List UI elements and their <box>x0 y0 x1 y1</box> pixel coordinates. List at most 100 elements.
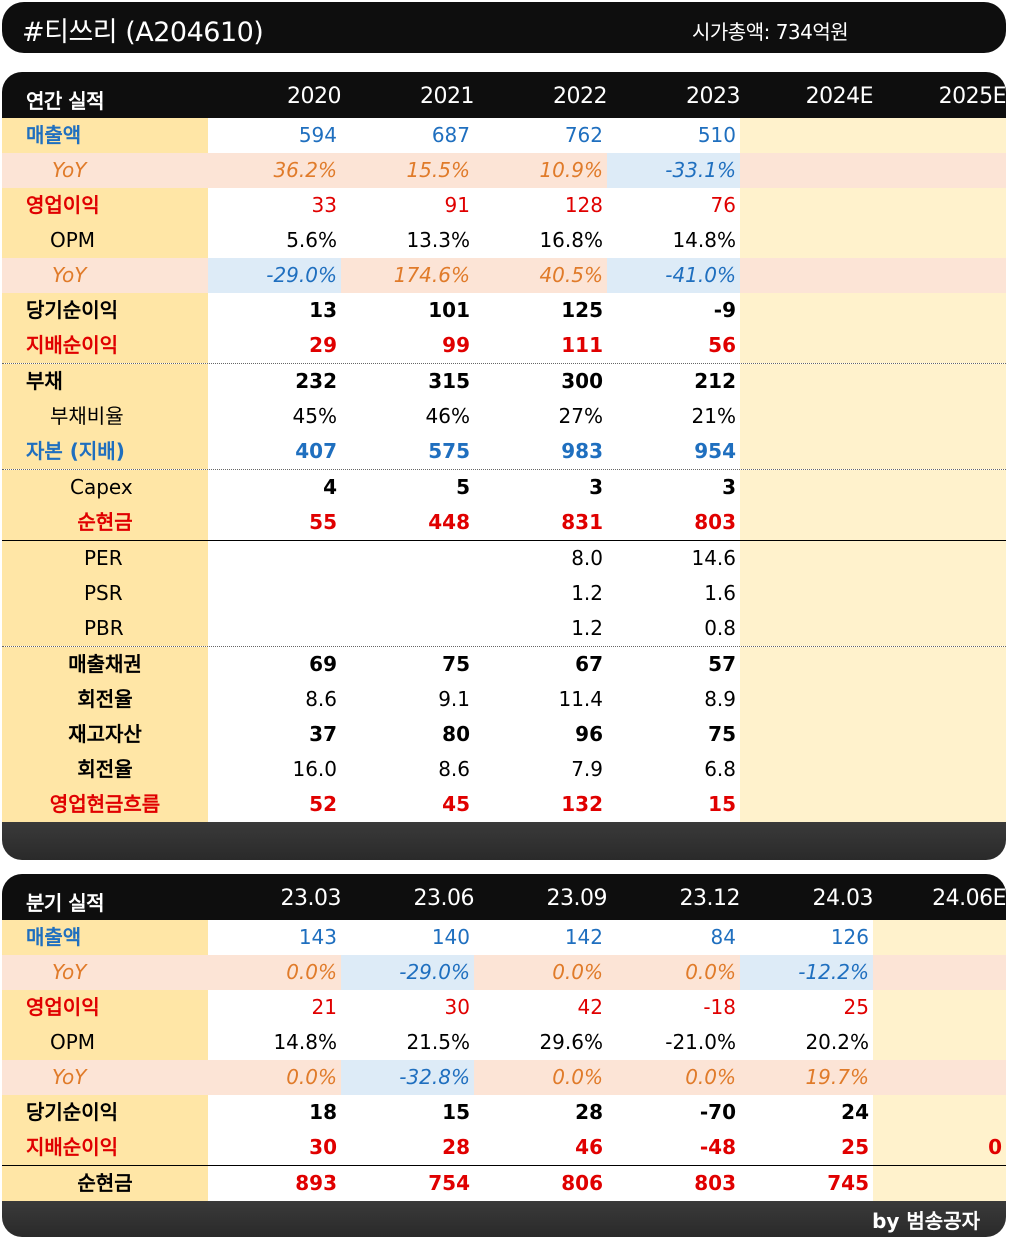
table-cell: 687 <box>431 123 470 147</box>
row-label: 영업이익 <box>2 188 208 223</box>
table-row: 회전율 8.6 9.1 11.4 8.9 <box>2 682 1006 717</box>
table-cell: 11.4 <box>558 687 603 711</box>
table-cell <box>873 505 1006 540</box>
table-cell: 27% <box>558 404 603 428</box>
table-cell: -33.1% <box>607 153 740 188</box>
table-cell <box>873 364 1006 399</box>
table-cell: 111 <box>561 333 603 357</box>
table-cell: 831 <box>561 510 603 534</box>
table-row: 당기순이익 13 101 125 -9 <box>2 293 1006 328</box>
table-cell <box>740 223 873 258</box>
table-cell: 15 <box>708 792 736 816</box>
table-cell <box>873 223 1006 258</box>
table-cell: 140 <box>431 925 470 949</box>
table-cell <box>740 682 873 717</box>
table-cell <box>740 717 873 752</box>
table-cell <box>740 328 873 363</box>
table-row: 영업이익 33 91 128 76 <box>2 188 1006 223</box>
table-cell: -12.2% <box>740 955 873 990</box>
quarterly-header: 분기 실적 23.03 23.06 23.09 23.12 24.03 24.0… <box>2 874 1007 920</box>
table-cell <box>873 611 1006 646</box>
row-label: 부채비율 <box>2 399 208 434</box>
table-row: 회전율 16.0 8.6 7.9 6.8 <box>2 752 1006 787</box>
table-cell: 0.0% <box>208 955 341 990</box>
table-row: YoY 0.0% -29.0% 0.0% 0.0% -12.2% <box>2 955 1006 990</box>
table-cell <box>873 434 1006 469</box>
table-cell: -21.0% <box>665 1030 736 1054</box>
quarterly-col-header: 23.06 <box>413 886 475 911</box>
table-cell: -70 <box>699 1100 736 1124</box>
table-cell: 18 <box>309 1100 337 1124</box>
quarterly-col-header: 23.12 <box>679 886 741 911</box>
table-cell <box>341 611 474 646</box>
table-cell: 56 <box>708 333 736 357</box>
table-cell: 45% <box>292 404 337 428</box>
title-bar: #티쓰리 (A204610) 시가총액: 734억원 <box>2 2 1006 53</box>
table-row: 당기순이익 18 15 28 -70 24 <box>2 1095 1006 1130</box>
table-row: Capex 4 5 3 3 <box>2 469 1006 505</box>
quarterly-col-header: 24.03 <box>812 886 874 911</box>
table-cell <box>740 258 873 293</box>
table-cell: 24 <box>841 1100 869 1124</box>
table-cell: 55 <box>309 510 337 534</box>
table-cell: 57 <box>708 652 736 676</box>
table-row: OPM 14.8% 21.5% 29.6% -21.0% 20.2% <box>2 1025 1006 1060</box>
table-cell <box>873 188 1006 223</box>
table-row: 매출채권 69 75 67 57 <box>2 646 1006 682</box>
table-cell: 46 <box>575 1135 603 1159</box>
table-cell: 0.0% <box>208 1060 341 1095</box>
table-row: 순현금 55 448 831 803 <box>2 505 1006 540</box>
table-cell: 754 <box>428 1171 470 1195</box>
table-row: 재고자산 37 80 96 75 <box>2 717 1006 752</box>
table-cell: 16.0 <box>292 757 337 781</box>
table-cell <box>740 752 873 787</box>
table-cell: 25 <box>841 1135 869 1159</box>
table-row: 부채 232 315 300 212 <box>2 363 1006 399</box>
table-cell: 52 <box>309 792 337 816</box>
table-cell <box>740 399 873 434</box>
table-cell: 128 <box>564 193 603 217</box>
table-row: YoY 36.2% 15.5% 10.9% -33.1% <box>2 153 1006 188</box>
table-row: 지배순이익 30 28 46 -48 25 0 <box>2 1130 1006 1165</box>
row-label: 부채 <box>2 364 208 399</box>
table-cell <box>740 364 873 399</box>
row-label: 순현금 <box>2 1166 208 1201</box>
table-cell <box>873 682 1006 717</box>
quarterly-footer-bar: by 범송공자 <box>2 1201 1006 1237</box>
annual-col-header: 2025E <box>938 84 1007 109</box>
table-cell <box>341 576 474 611</box>
table-cell: 25 <box>843 995 869 1019</box>
quarterly-header-label: 분기 실적 <box>26 891 105 915</box>
table-row: 매출액 143 140 142 84 126 <box>2 920 1006 955</box>
table-cell: 1.2 <box>571 581 603 605</box>
quarterly-table: 분기 실적 23.03 23.06 23.09 23.12 24.03 24.0… <box>2 874 1007 1237</box>
annual-header-label: 연간 실적 <box>26 89 105 113</box>
table-cell <box>873 990 1006 1025</box>
table-cell: 448 <box>428 510 470 534</box>
row-label: YoY <box>2 153 208 188</box>
table-cell <box>740 505 873 540</box>
row-label: PSR <box>2 576 208 611</box>
table-cell: 69 <box>309 652 337 676</box>
table-cell: -41.0% <box>607 258 740 293</box>
table-cell: 13.3% <box>406 228 470 252</box>
table-cell: 510 <box>697 123 736 147</box>
table-cell: 6.8 <box>704 757 736 781</box>
row-label: YoY <box>2 1060 208 1095</box>
table-cell: 1.2 <box>571 616 603 640</box>
table-cell <box>208 576 341 611</box>
table-cell: 143 <box>298 925 337 949</box>
table-cell: 30 <box>444 995 470 1019</box>
table-cell: 0.0% <box>607 1060 740 1095</box>
row-label: YoY <box>2 955 208 990</box>
table-cell: 174.6% <box>341 258 474 293</box>
table-cell <box>873 328 1006 363</box>
row-label: PER <box>2 541 208 576</box>
table-cell: 96 <box>575 722 603 746</box>
table-cell: 28 <box>575 1100 603 1124</box>
table-row: 영업이익 21 30 42 -18 25 <box>2 990 1006 1025</box>
row-label: 당기순이익 <box>2 293 208 328</box>
table-cell <box>873 717 1006 752</box>
annual-footer-bar <box>2 822 1006 860</box>
table-cell: 80 <box>442 722 470 746</box>
